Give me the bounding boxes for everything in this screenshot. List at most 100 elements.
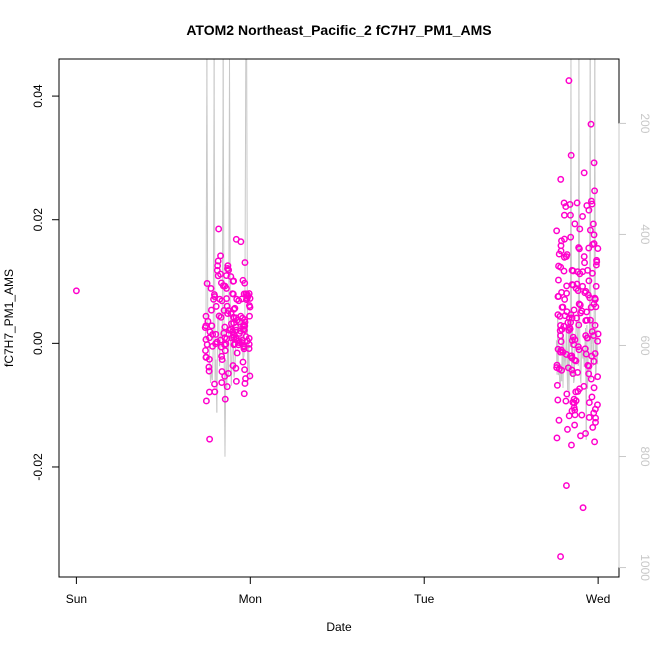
data-point [590, 409, 598, 417]
data-point [558, 237, 565, 245]
data-point [588, 200, 596, 208]
data-point [204, 317, 212, 325]
data-point [225, 266, 233, 274]
data-point [554, 311, 562, 319]
data-point [246, 312, 253, 320]
data-point [568, 441, 575, 449]
x-tick-label: Mon [239, 592, 262, 606]
data-point [223, 284, 230, 292]
data-point [553, 434, 561, 442]
data-point [555, 262, 563, 270]
data-point [229, 290, 237, 298]
y-axis-title: fC7H7_PM1_AMS [2, 269, 16, 367]
data-point [558, 288, 566, 296]
data-point [218, 356, 226, 364]
data-point [237, 238, 245, 246]
data-point [217, 252, 225, 260]
data-point [581, 345, 589, 353]
data-point [573, 314, 580, 322]
data-point [232, 377, 240, 385]
data-point [591, 295, 599, 303]
data-point [557, 553, 565, 561]
data-point [221, 347, 229, 355]
data-point [560, 322, 568, 330]
data-point [572, 357, 580, 365]
data-point [555, 416, 563, 424]
data-point [554, 293, 562, 300]
data-point [590, 332, 598, 339]
data-point [580, 169, 588, 177]
y-tick-label: 0.04 [31, 84, 45, 108]
data-point [594, 373, 602, 381]
data-point [569, 370, 577, 378]
altitude-segment [206, 58, 209, 335]
data-point [205, 388, 213, 396]
altitude-segment [224, 360, 227, 457]
data-point [241, 259, 249, 267]
data-point [220, 306, 228, 314]
data-point [228, 334, 236, 342]
altitude-segment [579, 315, 581, 377]
data-point [217, 313, 225, 321]
data-point [239, 322, 247, 330]
data-point [230, 341, 238, 349]
data-point [212, 330, 220, 338]
data-point [240, 390, 248, 398]
data-point [567, 311, 575, 319]
data-point [580, 253, 588, 260]
data-point [591, 350, 599, 358]
data-point [591, 321, 599, 329]
data-point [237, 312, 245, 320]
data-point [223, 383, 231, 391]
data-point [593, 256, 601, 264]
data-point [231, 304, 239, 312]
data-point [574, 343, 582, 351]
data-point [586, 226, 594, 234]
data-point [571, 336, 579, 344]
data-point [592, 418, 599, 426]
data-point [562, 397, 570, 405]
data-point [561, 295, 569, 303]
data-point [566, 211, 574, 219]
data-point [224, 262, 232, 270]
data-point [557, 338, 565, 346]
data-point [560, 211, 568, 219]
right-tick-label: 200 [638, 113, 650, 133]
data-point [553, 361, 561, 369]
data-point [220, 329, 228, 337]
data-point [202, 347, 209, 354]
data-point [240, 342, 248, 350]
right-tick-label: 400 [638, 224, 650, 244]
data-point [583, 316, 591, 324]
y-axis: -0.02 0.00 0.02 0.04 [31, 84, 60, 481]
data-point [578, 411, 586, 419]
data-point [567, 233, 575, 241]
plot-frame [58, 58, 620, 578]
data-point [568, 366, 576, 374]
data-point [569, 267, 577, 275]
right-axis: 200 400 600 800 1000 [618, 113, 650, 581]
data-point [571, 220, 579, 228]
data-point [203, 280, 211, 287]
data-point [587, 120, 595, 128]
data-point [72, 287, 80, 295]
data-point [585, 277, 593, 285]
data-point [233, 349, 241, 357]
data-point [585, 244, 593, 252]
data-point [565, 326, 573, 334]
data-point [218, 379, 226, 386]
data-point [565, 412, 573, 420]
data-point [221, 395, 229, 403]
data-point [590, 240, 598, 248]
data-point [563, 390, 571, 398]
data-point [218, 297, 226, 305]
data-point [217, 279, 225, 287]
data-point [575, 321, 583, 329]
data-point [579, 282, 587, 290]
data-point [201, 324, 209, 332]
data-point [553, 227, 561, 235]
data-point [585, 206, 593, 214]
x-axis-title: Date [326, 620, 352, 634]
data-point [579, 212, 587, 220]
data-point [207, 306, 215, 314]
